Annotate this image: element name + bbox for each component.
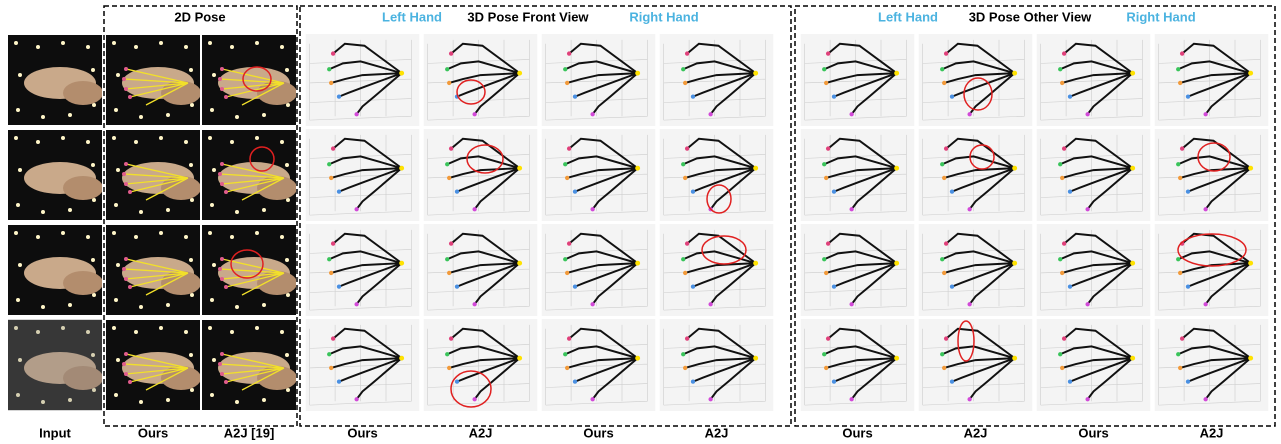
panel-title: 2D Pose [174, 9, 225, 24]
column-label: Ours [1078, 425, 1108, 440]
pose-plot [801, 129, 915, 221]
photo [8, 35, 103, 125]
pose-plot [306, 224, 420, 316]
pose-plot [424, 34, 538, 126]
photo [106, 225, 201, 315]
column-label: Ours [347, 425, 377, 440]
pose-plot [919, 224, 1033, 316]
column-label: A2J [705, 425, 729, 440]
left-hand-label: Left Hand [382, 9, 442, 24]
column-label: Ours [583, 425, 613, 440]
column-labels: Input Ours A2J [19] Ours A2J Ours A2J Ours A2J Ou… [39, 425, 1223, 440]
pose-plot [660, 34, 774, 126]
pose-plot [424, 224, 538, 316]
cells [8, 34, 1268, 411]
photo [8, 130, 103, 220]
pose-plot [542, 224, 656, 316]
pose-plot [801, 34, 915, 126]
figure: 2D Pose Left Hand 3D Pose Front View Rig… [0, 0, 1281, 444]
column-label: A2J [469, 425, 493, 440]
pose-plot [660, 319, 774, 411]
pose-plot [542, 129, 656, 221]
column-label: Ours [842, 425, 872, 440]
column-label: Ours [138, 425, 168, 440]
photo [202, 225, 297, 315]
pose-plot [306, 319, 420, 411]
left-hand-label: Left Hand [878, 9, 938, 24]
pose-plot [542, 34, 656, 126]
pose-plot [1037, 34, 1151, 126]
pose-plot [424, 129, 538, 221]
pose-plot [424, 319, 538, 411]
photo [106, 130, 201, 220]
pose-plot [660, 224, 774, 316]
photo [8, 225, 103, 315]
pose-plot [1037, 224, 1151, 316]
pose-plot [1037, 129, 1151, 221]
grayscale-tint [8, 319, 102, 411]
pose-plot [1155, 34, 1269, 126]
pose-plot [801, 319, 915, 411]
pose-plot [660, 129, 774, 221]
column-label: A2J [964, 425, 988, 440]
photo [202, 35, 297, 125]
pose-plot [801, 224, 915, 316]
right-hand-label: Right Hand [1126, 9, 1195, 24]
photo [202, 130, 297, 220]
pose-plot [1037, 319, 1151, 411]
photo [202, 320, 297, 410]
photo [106, 320, 201, 410]
pose-plot [919, 34, 1033, 126]
right-hand-label: Right Hand [629, 9, 698, 24]
panel-title: 3D Pose Other View [969, 9, 1092, 24]
pose-plot [1155, 319, 1269, 411]
column-label: A2J [19] [224, 425, 275, 440]
pose-plot [306, 129, 420, 221]
column-label: Input [39, 425, 71, 440]
column-label: A2J [1200, 425, 1224, 440]
pose-plot [919, 129, 1033, 221]
pose-plot [919, 319, 1033, 411]
pose-plot [1155, 224, 1269, 316]
pose-plot [306, 34, 420, 126]
panel-title: 3D Pose Front View [467, 9, 589, 24]
photo [106, 35, 201, 125]
pose-plot [542, 319, 656, 411]
